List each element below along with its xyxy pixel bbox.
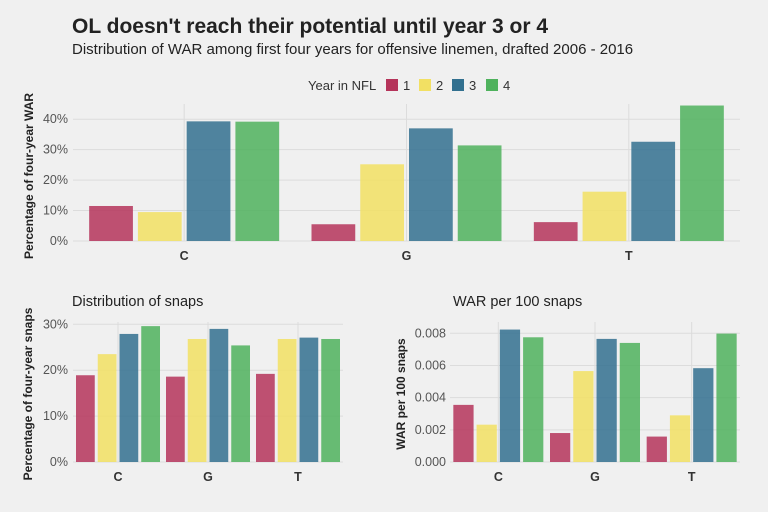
bar-C-year3 (119, 333, 139, 462)
y-tick-label: 0% (50, 234, 68, 248)
legend-swatch-2 (419, 79, 431, 91)
bar-G-year4 (619, 342, 640, 462)
y-tick-label: 20% (43, 173, 68, 187)
legend: Year in NFL 1 2 3 4 (308, 78, 510, 93)
bar-G-year3 (209, 328, 229, 462)
y-tick-label: 20% (43, 363, 68, 377)
legend-swatch-1 (386, 79, 398, 91)
bar-C-year1 (453, 404, 474, 462)
bar-C-year1 (89, 205, 133, 241)
bar-T-year1 (646, 436, 667, 462)
legend-label-2: 2 (436, 78, 443, 93)
y-tick-label: 0.008 (415, 326, 446, 340)
y-tick-label: 30% (43, 317, 68, 331)
legend-label-3: 3 (469, 78, 476, 93)
bar-T-year3 (631, 141, 676, 241)
x-tick-label: T (294, 470, 302, 484)
y-axis-label: WAR per 100 snaps (394, 338, 408, 450)
y-tick-label: 0.004 (415, 391, 446, 405)
legend-swatch-4 (486, 79, 498, 91)
y-tick-label: 0.000 (415, 455, 446, 469)
bar-G-year4 (231, 345, 250, 462)
y-tick-label: 0.002 (415, 423, 446, 437)
bar-T-year1 (533, 222, 578, 241)
bar-T-year3 (299, 337, 319, 462)
y-tick-label: 10% (43, 204, 68, 218)
x-tick-label: T (688, 470, 696, 484)
bar-C-year4 (523, 337, 544, 462)
y-axis-label: Percentage of four-year snaps (21, 307, 35, 480)
y-tick-label: 30% (43, 143, 68, 157)
bar-G-year3 (409, 128, 453, 241)
bar-T-year2 (277, 338, 297, 462)
panel-title: Distribution of snaps (72, 294, 203, 310)
legend-label-4: 4 (503, 78, 510, 93)
bar-G-year2 (573, 371, 594, 462)
bar-G-year2 (360, 164, 404, 241)
legend-title: Year in NFL (308, 78, 376, 93)
bar-C-year2 (137, 212, 182, 241)
bar-T-year1 (256, 373, 275, 462)
panel-title: WAR per 100 snaps (453, 294, 582, 310)
bar-G-year4 (457, 145, 502, 241)
bar-C-year3 (186, 121, 231, 241)
x-tick-label: C (494, 470, 503, 484)
bar-C-year2 (97, 354, 117, 462)
panel-war-per-100: 0.000 0.002 0.004 0.006 0.008 C G T WAR per 100 … (394, 294, 740, 484)
x-tick-label: G (203, 470, 213, 484)
bar-G-year2 (187, 338, 207, 462)
y-tick-label: 0% (50, 455, 68, 469)
y-tick-label: 10% (43, 409, 68, 423)
bar-G-year1 (311, 224, 356, 241)
x-tick-label: C (113, 470, 122, 484)
bar-G-year1 (550, 433, 571, 462)
bar-T-year3 (693, 368, 714, 462)
y-axis-label: Percentage of four-year WAR (22, 93, 36, 259)
y-tick-label: 40% (43, 112, 68, 126)
legend-label-1: 1 (403, 78, 410, 93)
y-tick-label: 0.006 (415, 358, 446, 372)
x-tick-label: G (402, 249, 412, 263)
bar-G-year3 (596, 338, 617, 462)
bar-G-year1 (166, 376, 185, 462)
chart-subtitle: Distribution of WAR among first four yea… (72, 41, 633, 58)
bar-T-year2 (669, 415, 691, 462)
chart-title: OL doesn't reach their potential until y… (72, 15, 548, 38)
x-tick-label: C (180, 249, 189, 263)
bar-T-year2 (582, 191, 627, 241)
bar-T-year4 (716, 333, 737, 462)
bar-C-year2 (476, 424, 497, 462)
bar-C-year4 (235, 121, 280, 241)
bar-T-year4 (321, 338, 340, 462)
bar-C-year1 (76, 375, 95, 462)
x-tick-label: G (590, 470, 600, 484)
bar-C-year3 (499, 329, 521, 462)
bar-T-year4 (680, 105, 724, 242)
panel-snap-share: 0% 10% 20% 30% C G T Percentage of four-year sn… (21, 294, 343, 484)
x-tick-label: T (625, 249, 633, 263)
bar-C-year4 (141, 326, 160, 462)
panel-war-share: 0% 10% 20% 30% 40% C G T Percentage of four-year… (22, 93, 740, 263)
legend-swatch-3 (452, 79, 464, 91)
